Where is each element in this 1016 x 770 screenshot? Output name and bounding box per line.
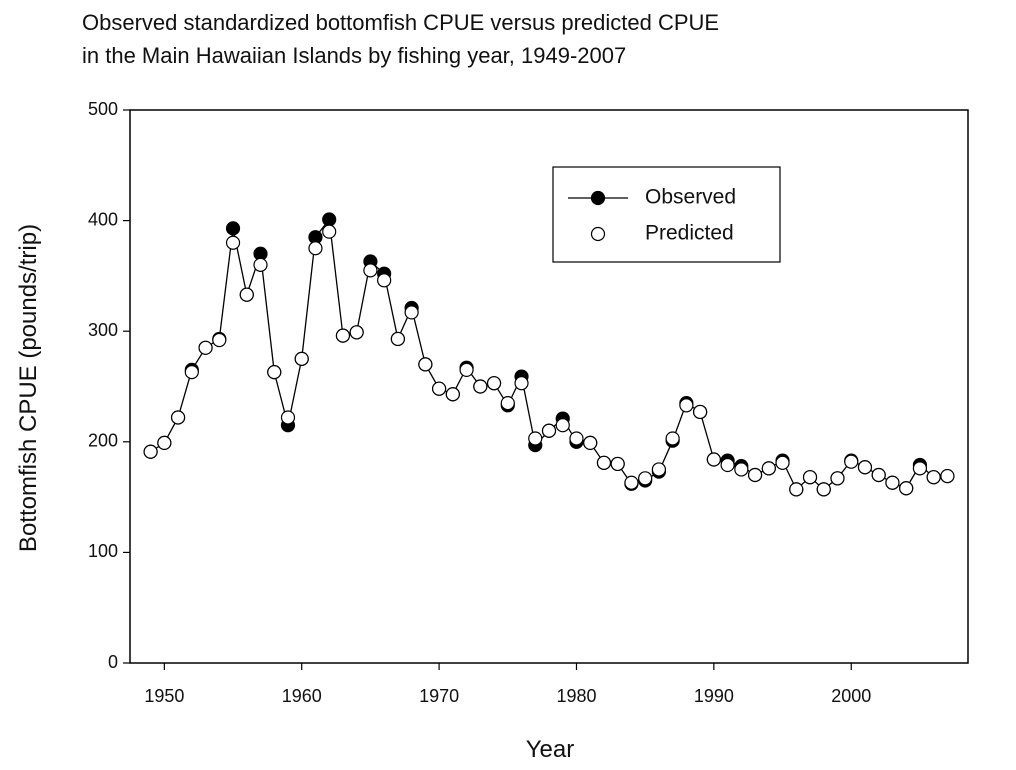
data-point <box>225 221 241 236</box>
data-point <box>377 273 392 288</box>
series-line <box>150 217 948 491</box>
data-point <box>624 475 639 490</box>
data-point <box>308 241 323 256</box>
data-point <box>239 287 254 302</box>
data-point <box>212 332 227 348</box>
data-point <box>500 395 515 411</box>
data-point <box>583 435 598 451</box>
data-point <box>253 257 268 272</box>
x-tick-label: 1970 <box>419 686 459 706</box>
data-point <box>431 381 447 396</box>
data-point <box>294 351 309 366</box>
x-tick-label: 2000 <box>831 686 871 706</box>
data-point <box>404 305 419 320</box>
legend-marker <box>590 190 606 206</box>
data-point <box>679 398 694 413</box>
y-tick-label: 100 <box>88 541 118 561</box>
data-point <box>143 444 158 459</box>
data-point <box>885 475 900 490</box>
data-point <box>528 431 543 446</box>
x-axis-label: Year <box>526 736 575 763</box>
data-point <box>706 452 721 467</box>
data-point <box>665 431 680 446</box>
data-point <box>747 467 763 483</box>
data-point <box>555 418 570 433</box>
data-point <box>363 263 378 278</box>
data-point <box>871 467 886 483</box>
y-tick-label: 300 <box>88 320 118 340</box>
data-point <box>651 462 667 477</box>
data-point <box>198 340 213 355</box>
data-point <box>322 224 337 239</box>
data-point <box>596 455 612 470</box>
legend-label: Observed <box>645 186 736 209</box>
data-point <box>349 325 364 340</box>
data-point <box>844 454 859 469</box>
x-tick-label: 1960 <box>282 686 322 706</box>
x-tick-label: 1980 <box>556 686 596 706</box>
data-point <box>267 365 282 380</box>
data-point <box>899 481 914 496</box>
data-point <box>170 410 186 425</box>
chart-title: Observed standardized bottomfish CPUE ve… <box>82 10 719 35</box>
y-tick-label: 200 <box>88 431 118 451</box>
data-point <box>514 376 529 391</box>
data-point <box>638 471 653 486</box>
data-point <box>720 457 735 473</box>
data-point <box>775 455 790 470</box>
data-point <box>322 212 337 227</box>
y-tick-label: 0 <box>108 652 118 672</box>
data-point <box>473 379 488 394</box>
x-tick-label: 1950 <box>144 686 184 706</box>
data-point <box>830 471 845 486</box>
data-point <box>225 235 241 250</box>
data-point <box>418 357 433 372</box>
data-point <box>926 470 941 485</box>
data-point <box>734 462 749 477</box>
x-tick-label: 1990 <box>694 686 734 706</box>
data-point <box>486 376 502 391</box>
data-point <box>335 328 351 343</box>
data-point <box>761 461 776 476</box>
data-point <box>459 362 474 378</box>
legend-label: Predicted <box>645 222 734 245</box>
y-tick-label: 500 <box>88 99 118 119</box>
data-point <box>390 331 405 347</box>
data-point <box>816 482 831 497</box>
legend <box>552 166 781 263</box>
y-tick-label: 400 <box>88 209 118 229</box>
data-point <box>857 460 873 475</box>
data-point <box>280 410 296 425</box>
data-point <box>445 387 460 402</box>
data-point <box>789 482 804 497</box>
y-axis-label: Bottomfish CPUE (pounds/trip) <box>15 224 42 552</box>
data-point <box>912 461 928 476</box>
chart-title: in the Main Hawaiian Islands by fishing … <box>82 43 626 68</box>
data-point <box>802 470 818 485</box>
data-point <box>569 431 584 446</box>
data-point <box>541 423 557 438</box>
data-point <box>693 404 708 420</box>
legend-marker <box>590 226 606 242</box>
data-point <box>940 468 955 484</box>
data-point <box>610 456 625 472</box>
plot-frame <box>129 109 969 664</box>
data-point <box>184 365 199 380</box>
data-point <box>157 435 172 451</box>
